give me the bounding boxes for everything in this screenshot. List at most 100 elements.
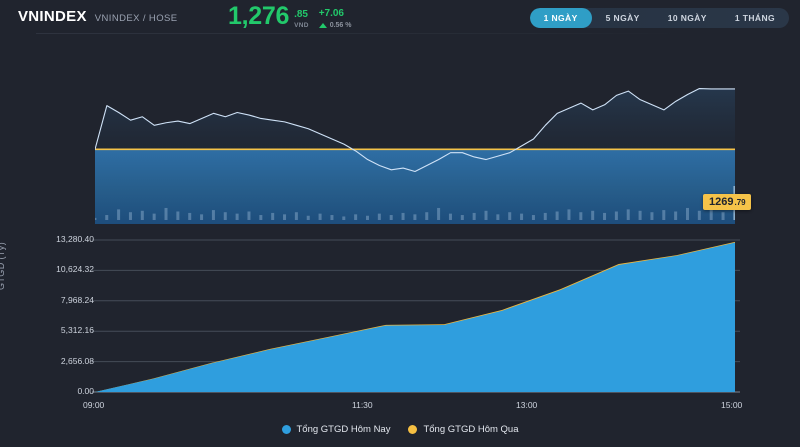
volume-bar [188, 212, 192, 220]
volume-bar [247, 211, 251, 220]
volume-bar [555, 211, 559, 220]
volume-bar [271, 212, 275, 220]
x-axis-tick-label: 13:00 [516, 400, 538, 410]
change-percent-row: 0.56 % [318, 22, 352, 29]
volume-bar [294, 212, 298, 220]
price-fraction-block: .85 VND [294, 8, 309, 30]
volume-bar [603, 212, 607, 220]
y-axis-tick-label: 2,656.08 [60, 355, 94, 366]
volume-bar [354, 214, 358, 220]
volume-bar [697, 210, 701, 220]
volume-bar [164, 207, 168, 220]
legend-dot-yesterday [408, 425, 418, 434]
volume-bar [614, 211, 618, 220]
volume-bar [200, 214, 204, 220]
tab-5-ngay[interactable]: 5 NGÀY [605, 13, 640, 23]
volume-bar [95, 217, 97, 221]
volume-bar [543, 212, 547, 220]
price-plot-area [95, 87, 735, 224]
y-axis-title: GTGD (Tỷ) [0, 241, 6, 290]
volume-bar [567, 209, 571, 221]
volume-bar [591, 210, 595, 220]
change-block: +7.06 0.56 % [318, 8, 352, 29]
y-axis-labels: 13,280.40 10,624.32 7,968.24 5,312.16 2,656.… [22, 232, 94, 396]
volume-bar [377, 213, 381, 221]
volume-bar [425, 212, 429, 220]
volume-bar [211, 210, 215, 220]
gtgd-chart-panel[interactable] [0, 232, 800, 412]
volume-bar [342, 216, 346, 220]
volume-bar [626, 209, 630, 221]
x-axis-labels: 09:00 11:30 13:00 15:00 [0, 400, 800, 414]
volume-bar [105, 215, 109, 220]
volume-bar [306, 215, 310, 220]
gtgd-chart-svg[interactable] [0, 232, 800, 412]
volume-bar [662, 210, 666, 220]
volume-bar [638, 210, 642, 220]
volume-bar [223, 212, 227, 220]
volume-bar [330, 215, 334, 220]
price-area-above-ref [95, 88, 735, 150]
gtgd-today-area [95, 242, 735, 392]
reference-price-int: 1269 [709, 196, 734, 208]
x-axis-tick-label: 09:00 [83, 400, 105, 410]
volume-bar [721, 212, 725, 220]
chart-header: VNINDEX VNINDEX / HOSE 1,276 .85 VND +7.… [0, 0, 800, 36]
price-area-fill [95, 149, 735, 224]
y-axis-tick-label: 0.00 [77, 386, 94, 396]
y-axis-tick-label: 10,624.32 [56, 264, 94, 275]
x-axis-tick-label: 15:00 [721, 400, 743, 410]
volume-bar [117, 209, 121, 221]
volume-bar [413, 214, 417, 220]
volume-bar [389, 215, 393, 220]
volume-bar [283, 214, 287, 220]
volume-bar [531, 215, 535, 220]
tab-1-thang[interactable]: 1 THÁNG [734, 13, 775, 23]
volume-bar [685, 207, 689, 220]
legend-label-yesterday: Tổng GTGD Hôm Qua [423, 424, 519, 435]
price-block: 1,276 .85 VND +7.06 0.56 % [228, 2, 352, 30]
volume-bar [674, 211, 678, 220]
volume-bar [484, 210, 488, 220]
volume-bar [437, 207, 441, 220]
page-title: VNINDEX [18, 8, 87, 25]
volume-bar [709, 209, 713, 221]
volume-bar [235, 213, 239, 221]
price-chart-panel[interactable]: 1269 .79 [0, 44, 800, 224]
change-percent: 0.56 % [329, 22, 352, 29]
triangle-up-icon [318, 23, 327, 28]
currency-label: VND [294, 21, 309, 29]
volume-bar [365, 215, 369, 220]
change-value: +7.06 [318, 8, 344, 19]
volume-bar [318, 213, 322, 221]
x-axis-tick-label: 11:30 [352, 400, 373, 410]
volume-bar [650, 212, 654, 220]
volume-bar [448, 213, 452, 221]
legend-item-yesterday[interactable]: Tổng GTGD Hôm Qua [408, 424, 519, 435]
y-axis-tick-label: 7,968.24 [60, 294, 94, 305]
tab-1-ngay[interactable]: 1 NGÀY [529, 8, 592, 28]
volume-bar [140, 210, 144, 220]
price-chart-svg[interactable] [0, 44, 800, 224]
volume-bar [472, 212, 476, 220]
volume-bars-group [95, 186, 735, 221]
y-axis-tick-label: 5,312.16 [60, 325, 94, 336]
price-line [95, 87, 735, 173]
volume-bar [508, 212, 512, 220]
volume-bar [579, 212, 583, 220]
legend-label-today: Tổng GTGD Hôm Nay [296, 424, 391, 435]
y-axis-tick-label: 13,280.40 [56, 234, 94, 244]
header-divider [36, 33, 686, 34]
volume-bar [401, 212, 405, 220]
price-fraction: .85 [294, 8, 308, 20]
tab-10-ngay[interactable]: 10 NGÀY [667, 13, 707, 23]
volume-bar [176, 211, 180, 220]
symbol-exchange-label: VNINDEX / HOSE [94, 13, 178, 24]
price-value: 1,276 [228, 2, 290, 30]
volume-bar [460, 215, 464, 220]
legend-item-today[interactable]: Tổng GTGD Hôm Nay [281, 424, 391, 435]
volume-bar [520, 213, 524, 221]
volume-bar [128, 212, 132, 220]
reference-price-frac: .79 [734, 198, 746, 207]
volume-bar [152, 213, 156, 221]
